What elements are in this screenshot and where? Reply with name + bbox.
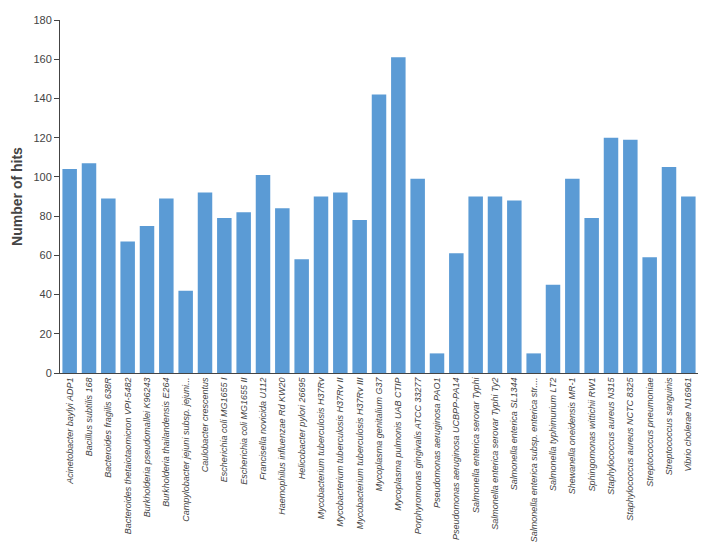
svg-text:120: 120 — [33, 132, 51, 144]
svg-text:Bacillus subtilis 168: Bacillus subtilis 168 — [84, 378, 94, 457]
svg-text:Streptococcus sanguinis: Streptococcus sanguinis — [664, 377, 674, 475]
svg-text:0: 0 — [46, 367, 52, 379]
svg-text:Francisella novicida U112: Francisella novicida U112 — [258, 378, 268, 480]
svg-text:160: 160 — [33, 53, 51, 65]
svg-text:Mycobacterium tuberculosis H37: Mycobacterium tuberculosis H37Rv II — [335, 377, 345, 527]
svg-text:Helicobacter pylori 26695: Helicobacter pylori 26695 — [297, 377, 307, 480]
svg-text:180: 180 — [33, 14, 51, 26]
svg-text:Salmonella enterica subsp. ent: Salmonella enterica subsp. enterica str.… — [529, 378, 539, 543]
svg-text:Bacteroides thetaiotaomicron V: Bacteroides thetaiotaomicron VPI-5482 — [123, 378, 133, 535]
svg-text:Haemophilus influenzae Rd KW20: Haemophilus influenzae Rd KW20 — [277, 378, 287, 515]
svg-text:Burkholderia pseudomallei K962: Burkholderia pseudomallei K96243 — [142, 378, 152, 518]
svg-text:Vibrio cholerae N16961: Vibrio cholerae N16961 — [683, 378, 693, 472]
svg-text:Shewanella oneidensis MR-1: Shewanella oneidensis MR-1 — [567, 378, 577, 495]
svg-text:Mycoplasma pulmonis UAB CTIP: Mycoplasma pulmonis UAB CTIP — [393, 378, 403, 511]
svg-text:Pseudomonas aeruginosa UCBPP-P: Pseudomonas aeruginosa UCBPP-PA14 — [451, 378, 461, 540]
svg-text:Salmonella enterica serovar Ty: Salmonella enterica serovar Typhi Ty2 — [490, 378, 500, 530]
svg-text:Escherichia coli MG1655 I: Escherichia coli MG1655 I — [219, 377, 229, 482]
svg-text:140: 140 — [33, 92, 51, 104]
svg-text:Salmonella enterica serovar Ty: Salmonella enterica serovar Typhi — [471, 377, 481, 513]
svg-text:Pseudomonas aeruginosa PAO1: Pseudomonas aeruginosa PAO1 — [432, 378, 442, 508]
svg-text:80: 80 — [40, 210, 52, 222]
svg-text:Streptococcus pneumoniae: Streptococcus pneumoniae — [645, 378, 655, 487]
svg-text:Salmonella enterica SL1344: Salmonella enterica SL1344 — [509, 378, 519, 491]
svg-text:Caulobacter crescentus: Caulobacter crescentus — [200, 377, 210, 472]
svg-text:Escherichia coli MG1655 II: Escherichia coli MG1655 II — [239, 377, 249, 485]
svg-text:Burkholderia thailandensis E26: Burkholderia thailandensis E264 — [161, 378, 171, 507]
svg-text:Mycoplasma genitalium G37: Mycoplasma genitalium G37 — [374, 377, 384, 492]
svg-text:100: 100 — [33, 171, 51, 183]
svg-text:40: 40 — [40, 288, 52, 300]
svg-text:Porphyromonas gingivalis ATCC: Porphyromonas gingivalis ATCC 33277 — [413, 377, 423, 535]
svg-text:Campylobacter jejuni subsp. je: Campylobacter jejuni subsp. jejuni... — [181, 378, 191, 522]
svg-text:20: 20 — [40, 328, 52, 340]
svg-text:Acinetobacter baylyi ADP1: Acinetobacter baylyi ADP1 — [65, 378, 75, 485]
svg-text:Salmonella typhimurium LT2: Salmonella typhimurium LT2 — [548, 378, 558, 491]
svg-text:Staphylococcus aureus NCTC 832: Staphylococcus aureus NCTC 8325 — [625, 377, 635, 521]
svg-text:Sphingomonas wittichii RW1: Sphingomonas wittichii RW1 — [587, 378, 597, 492]
svg-text:Staphylococcus aureus N315: Staphylococcus aureus N315 — [606, 377, 616, 495]
svg-text:60: 60 — [40, 249, 52, 261]
svg-text:Mycobacterium tuberculosis H37: Mycobacterium tuberculosis H37Rv III — [355, 377, 365, 529]
svg-text:Bacteroides fragilis 638R: Bacteroides fragilis 638R — [103, 377, 113, 478]
svg-text:Number of hits: Number of hits — [9, 147, 25, 246]
svg-text:Mycobacterium tuberculosis H37: Mycobacterium tuberculosis H37Rv — [316, 377, 326, 519]
